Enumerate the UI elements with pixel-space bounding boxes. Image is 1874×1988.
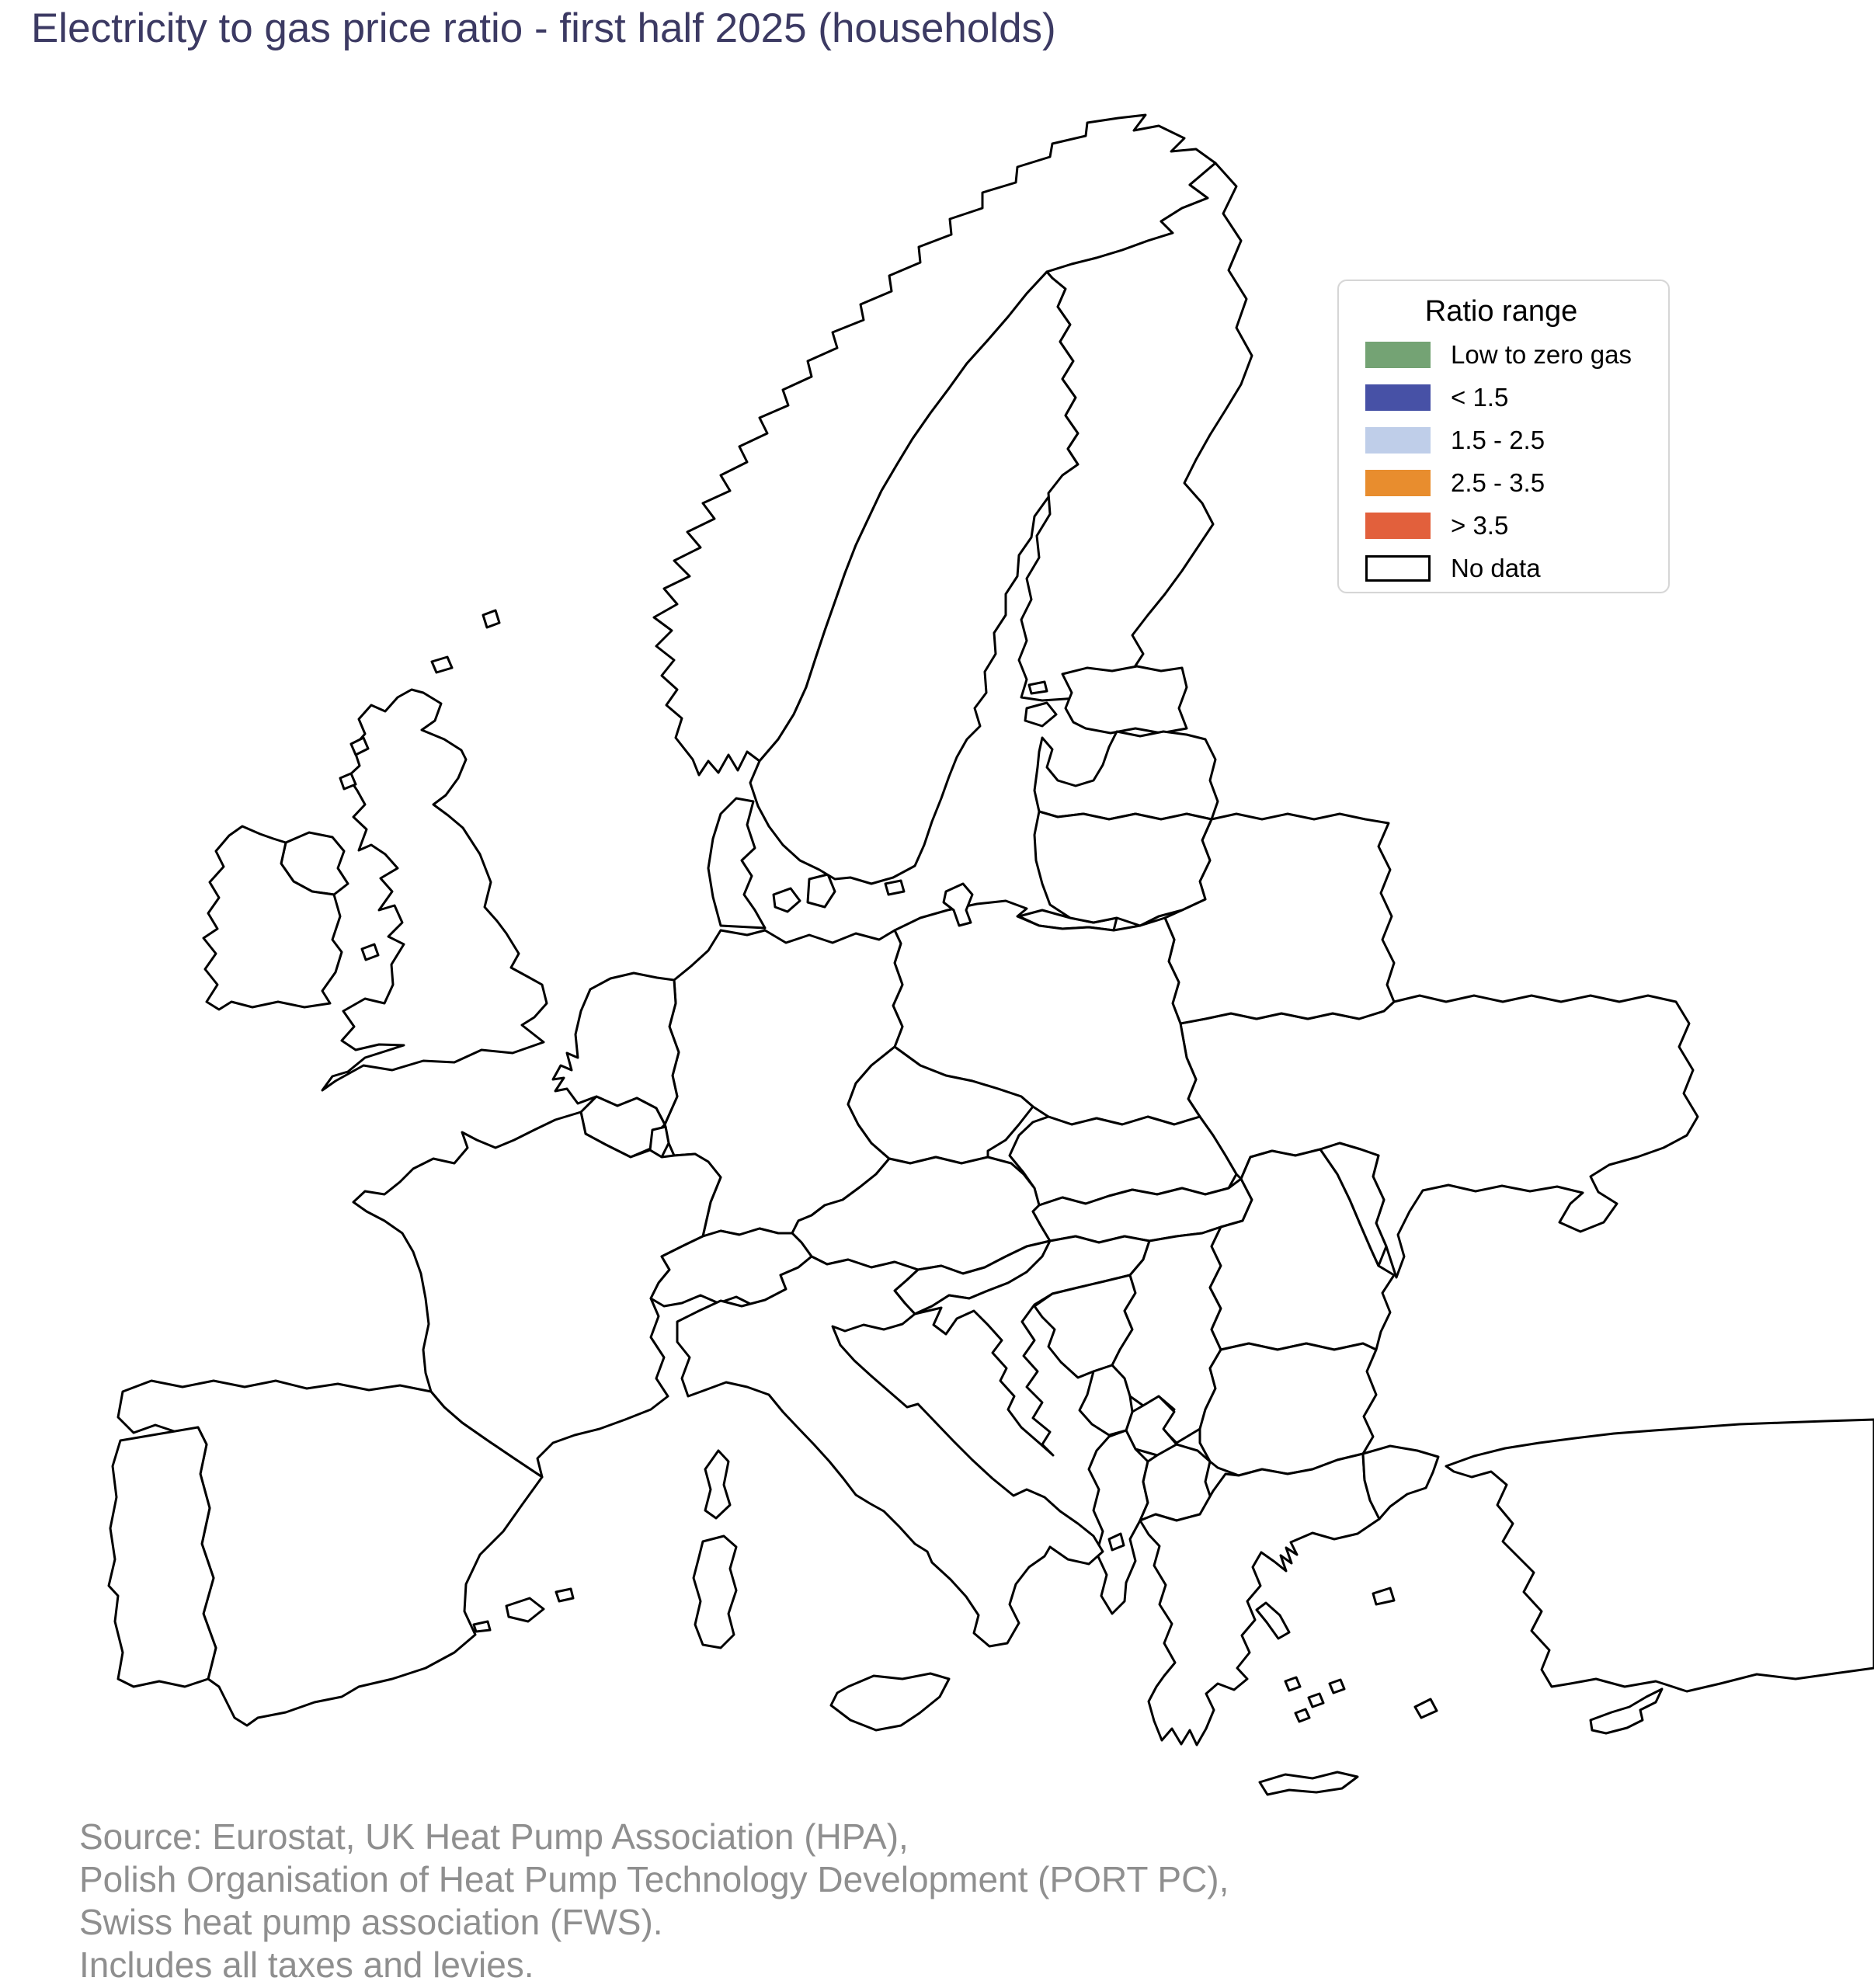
legend-swatch-2-5-3-5 bbox=[1365, 470, 1431, 496]
legend-label: Low to zero gas bbox=[1451, 340, 1632, 369]
country-greece-rhodes bbox=[1413, 1698, 1438, 1719]
country-estonia bbox=[1061, 665, 1188, 735]
country-sweden-gotland bbox=[942, 882, 974, 927]
country-moldova bbox=[1319, 1142, 1388, 1267]
country-albania bbox=[1087, 1429, 1149, 1615]
country-estonia-saaremaa bbox=[1024, 701, 1058, 728]
country-greece-cyclades-3 bbox=[1328, 1678, 1346, 1694]
country-uk-hebrides-2 bbox=[339, 772, 357, 791]
legend-item-1-5-2-5: 1.5 - 2.5 bbox=[1365, 426, 1668, 454]
country-north-macedonia bbox=[1139, 1443, 1213, 1522]
legend-item-2-5-3-5: 2.5 - 3.5 bbox=[1365, 468, 1668, 497]
source-note: Source: Eurostat, UK Heat Pump Associati… bbox=[79, 1816, 1229, 1986]
country-uk-hebrides-1 bbox=[349, 736, 370, 756]
source-line: Source: Eurostat, UK Heat Pump Associati… bbox=[79, 1816, 909, 1857]
country-latvia bbox=[1033, 730, 1219, 821]
country-isle-of-man bbox=[360, 943, 380, 961]
country-united-kingdom bbox=[321, 688, 548, 1092]
legend-title: Ratio range bbox=[1424, 295, 1578, 328]
country-luxembourg bbox=[648, 1125, 670, 1159]
country-denmark-bornholm bbox=[884, 879, 906, 896]
legend-item-low-zero-gas: Low to zero gas bbox=[1365, 340, 1668, 369]
country-turkey-thrace bbox=[1361, 1444, 1440, 1521]
legend-swatch-low-zero-gas bbox=[1365, 342, 1431, 368]
country-greece-cyclades-4 bbox=[1294, 1708, 1311, 1723]
legend: Ratio range Low to zero gas < 1.5 1.5 - … bbox=[1337, 280, 1670, 593]
legend-item-no-data: No data bbox=[1365, 554, 1668, 582]
country-denmark-zealand bbox=[806, 873, 836, 909]
country-france-corsica bbox=[704, 1449, 732, 1520]
source-line: Includes all taxes and levies. bbox=[79, 1945, 534, 1985]
country-greece bbox=[1139, 1452, 1381, 1746]
legend-swatch-lt-1-5 bbox=[1365, 384, 1431, 411]
source-line: Polish Organisation of Heat Pump Technol… bbox=[79, 1859, 1229, 1899]
country-italy-sicily bbox=[829, 1672, 951, 1732]
country-portugal bbox=[107, 1426, 217, 1688]
country-bulgaria bbox=[1198, 1342, 1378, 1477]
country-finland bbox=[1017, 162, 1253, 702]
legend-label: > 3.5 bbox=[1451, 511, 1509, 540]
country-uk-orkney bbox=[430, 655, 454, 674]
country-denmark bbox=[707, 797, 767, 930]
country-kosovo bbox=[1125, 1395, 1178, 1457]
legend-label: No data bbox=[1451, 554, 1541, 582]
legend-label: 2.5 - 3.5 bbox=[1451, 468, 1545, 497]
country-lithuania bbox=[1033, 810, 1213, 927]
legend-item-gt-3-5: > 3.5 bbox=[1365, 511, 1668, 540]
country-greece-corfu bbox=[1107, 1532, 1125, 1552]
country-spain-mallorca bbox=[505, 1597, 545, 1623]
page-title: Electricity to gas price ratio - first h… bbox=[31, 5, 1056, 51]
legend-label: 1.5 - 2.5 bbox=[1451, 426, 1545, 454]
country-montenegro bbox=[1078, 1364, 1134, 1437]
country-estonia-hiiumaa bbox=[1027, 680, 1048, 695]
legend-rows: Low to zero gas < 1.5 1.5 - 2.5 2.5 - 3.… bbox=[1365, 340, 1668, 582]
legend-item-lt-1-5: < 1.5 bbox=[1365, 383, 1668, 412]
country-greece-crete bbox=[1258, 1771, 1359, 1796]
source-line: Swiss heat pump association (FWS). bbox=[79, 1902, 663, 1942]
legend-swatch-no-data bbox=[1365, 555, 1431, 582]
country-italy-sardinia bbox=[692, 1534, 738, 1649]
legend-label: < 1.5 bbox=[1451, 383, 1509, 412]
country-denmark-funen bbox=[772, 887, 801, 913]
country-spain-ibiza bbox=[472, 1620, 492, 1633]
country-belarus bbox=[1163, 812, 1396, 1025]
country-cyprus bbox=[1589, 1687, 1664, 1735]
country-spain-menorca bbox=[555, 1587, 575, 1603]
country-greece-cyclades-2 bbox=[1307, 1692, 1325, 1708]
country-greece-lesbos bbox=[1372, 1587, 1396, 1606]
legend-swatch-1-5-2-5 bbox=[1365, 427, 1431, 454]
country-greece-euboea bbox=[1255, 1601, 1291, 1640]
country-greece-cyclades-1 bbox=[1284, 1676, 1302, 1692]
country-italy bbox=[676, 1255, 1104, 1648]
country-uk-shetland bbox=[482, 609, 501, 629]
country-netherlands bbox=[551, 971, 680, 1126]
legend-swatch-gt-3-5 bbox=[1365, 513, 1431, 539]
country-turkey-anatolia bbox=[1445, 1418, 1874, 1693]
country-ireland bbox=[202, 825, 343, 1011]
